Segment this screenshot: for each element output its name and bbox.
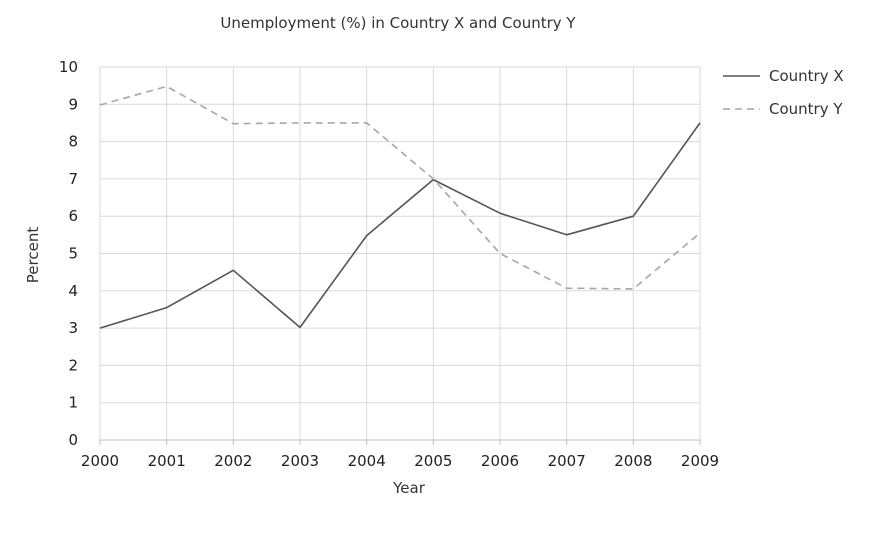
x-tick-label: 2001 (148, 452, 186, 470)
legend-label: Country Y (769, 100, 843, 118)
x-axis-label: Year (392, 479, 426, 497)
y-tick-label: 3 (68, 319, 78, 337)
series-lines (99, 85, 701, 329)
x-tick-label: 2000 (81, 452, 119, 470)
y-tick-label: 10 (59, 58, 78, 76)
y-tick-label: 2 (68, 356, 78, 374)
gridlines (99, 66, 701, 440)
chart-title: Unemployment (%) in Country X and Countr… (220, 14, 576, 32)
x-tick-label: 2008 (614, 452, 652, 470)
y-axis-ticks: 0 1 2 3 4 5 6 7 8 9 10 (59, 58, 78, 449)
y-tick-label: 7 (68, 170, 78, 188)
y-tick-label: 4 (68, 282, 78, 300)
x-tick-label: 2005 (414, 452, 452, 470)
series-line-1 (99, 122, 701, 329)
y-tick-label: 5 (68, 245, 78, 263)
x-tick-label: 2003 (281, 452, 319, 470)
series-line-2 (99, 85, 701, 290)
x-tick-label: 2004 (348, 452, 386, 470)
legend-label: Country X (769, 67, 844, 85)
y-tick-label: 6 (68, 207, 78, 225)
y-tick-label: 0 (68, 431, 78, 449)
legend: Country X Country Y (723, 67, 844, 118)
y-tick-label: 1 (68, 394, 78, 412)
x-tick-label: 2002 (214, 452, 252, 470)
y-axis-label: Percent (24, 227, 42, 284)
x-tick-label: 2007 (548, 452, 586, 470)
y-tick-label: 9 (68, 95, 78, 113)
x-tick-label: 2006 (481, 452, 519, 470)
x-axis-ticks: 2000 2001 2002 2003 2004 2005 2006 2007 2008 2009 (81, 440, 719, 470)
x-tick-label: 2009 (681, 452, 719, 470)
y-tick-label: 8 (68, 133, 78, 151)
